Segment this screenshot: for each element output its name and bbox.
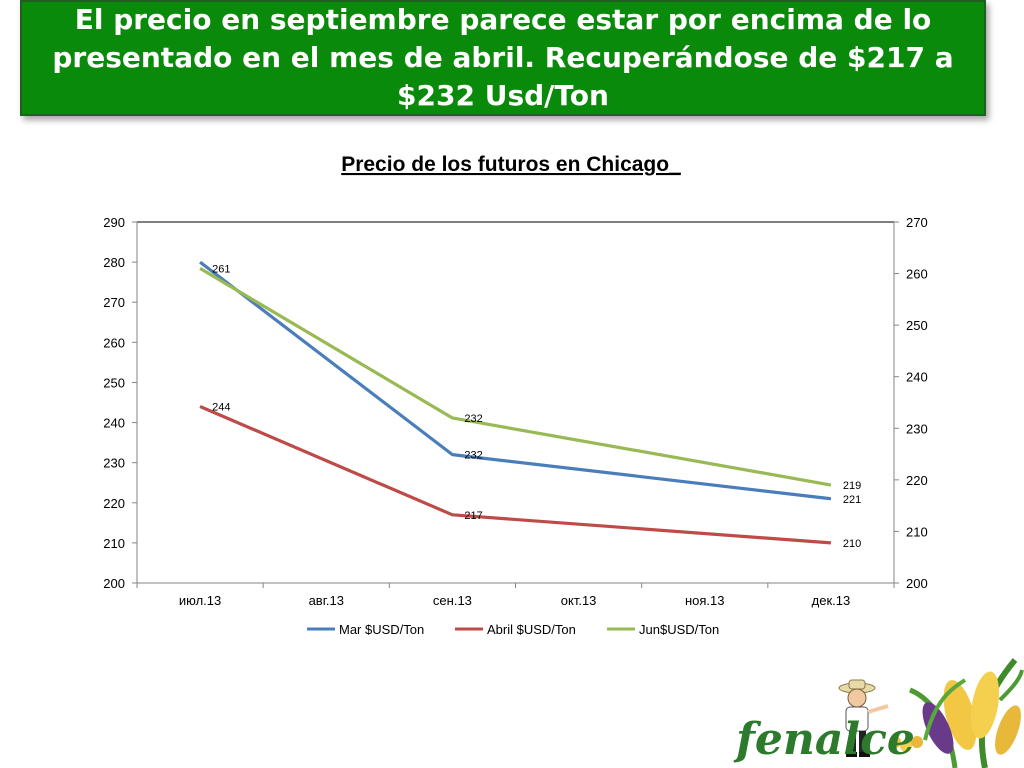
y-left-tick-label: 210 (103, 536, 125, 551)
y-right-tick-label: 210 (906, 524, 928, 539)
y-left-tick-label: 230 (103, 456, 125, 471)
data-label: 244 (212, 402, 230, 414)
data-label: 261 (212, 263, 230, 275)
y-left-tick-label: 240 (103, 416, 125, 431)
x-tick-label: июл.13 (179, 593, 221, 608)
x-tick-label: авг.13 (309, 593, 344, 608)
headline-text: El precio en septiembre parece estar por… (52, 3, 954, 112)
chart-legend: Mar $USD/Ton Abril $USD/Ton Jun$USD/Ton (307, 622, 719, 637)
y-left-tick-label: 220 (103, 496, 125, 511)
y-left-tick-label: 270 (103, 295, 125, 310)
y-right-tick-label: 250 (906, 318, 928, 333)
data-label: 210 (843, 538, 861, 550)
data-label: 232 (464, 413, 482, 425)
y-right-tick-label: 220 (906, 473, 928, 488)
y-left-tick-label: 290 (103, 215, 125, 230)
legend-label: Mar $USD/Ton (339, 622, 424, 637)
legend-label: Jun$USD/Ton (639, 622, 719, 637)
legend-label: Abril $USD/Ton (487, 622, 576, 637)
data-label: 219 (843, 480, 861, 492)
y-left-tick-label: 260 (103, 335, 125, 350)
chart-title: Precio de los futuros en Chicago_ (341, 153, 681, 176)
series-line-2 (199, 267, 832, 487)
series-line-0 (199, 260, 832, 501)
y-right-tick-label: 230 (906, 421, 928, 436)
chart-axes: 200 210 220 230 240 250 260 270 280 290 200 210 220 2… (103, 215, 927, 608)
x-tick-label: ноя.13 (685, 593, 725, 608)
chart-data-labels: 232 221 244 217 210 261 232 219 (212, 263, 861, 549)
data-label: 232 (464, 450, 482, 462)
data-label: 221 (843, 494, 861, 506)
y-left-tick-label: 250 (103, 375, 125, 390)
y-right-tick-label: 200 (906, 576, 928, 591)
y-right-tick-label: 260 (906, 267, 928, 282)
logo-text: fenalce (733, 714, 915, 765)
chart-series (199, 260, 832, 545)
series-line-1 (199, 405, 832, 545)
y-left-tick-label: 200 (103, 576, 125, 591)
data-label: 217 (464, 510, 482, 522)
y-left-tick-label: 280 (103, 255, 125, 270)
x-tick-label: дек.13 (812, 593, 851, 608)
headline-banner: El precio en septiembre parece estar por… (20, 0, 986, 116)
corn-illustration-icon (889, 658, 1024, 768)
x-tick-label: сен.13 (433, 593, 472, 608)
fenalce-logo: fenalce (733, 658, 1024, 768)
farmer-figure-icon (838, 679, 889, 757)
x-tick-label: окт.13 (561, 593, 597, 608)
y-right-tick-label: 270 (906, 215, 928, 230)
y-right-tick-label: 240 (906, 370, 928, 385)
